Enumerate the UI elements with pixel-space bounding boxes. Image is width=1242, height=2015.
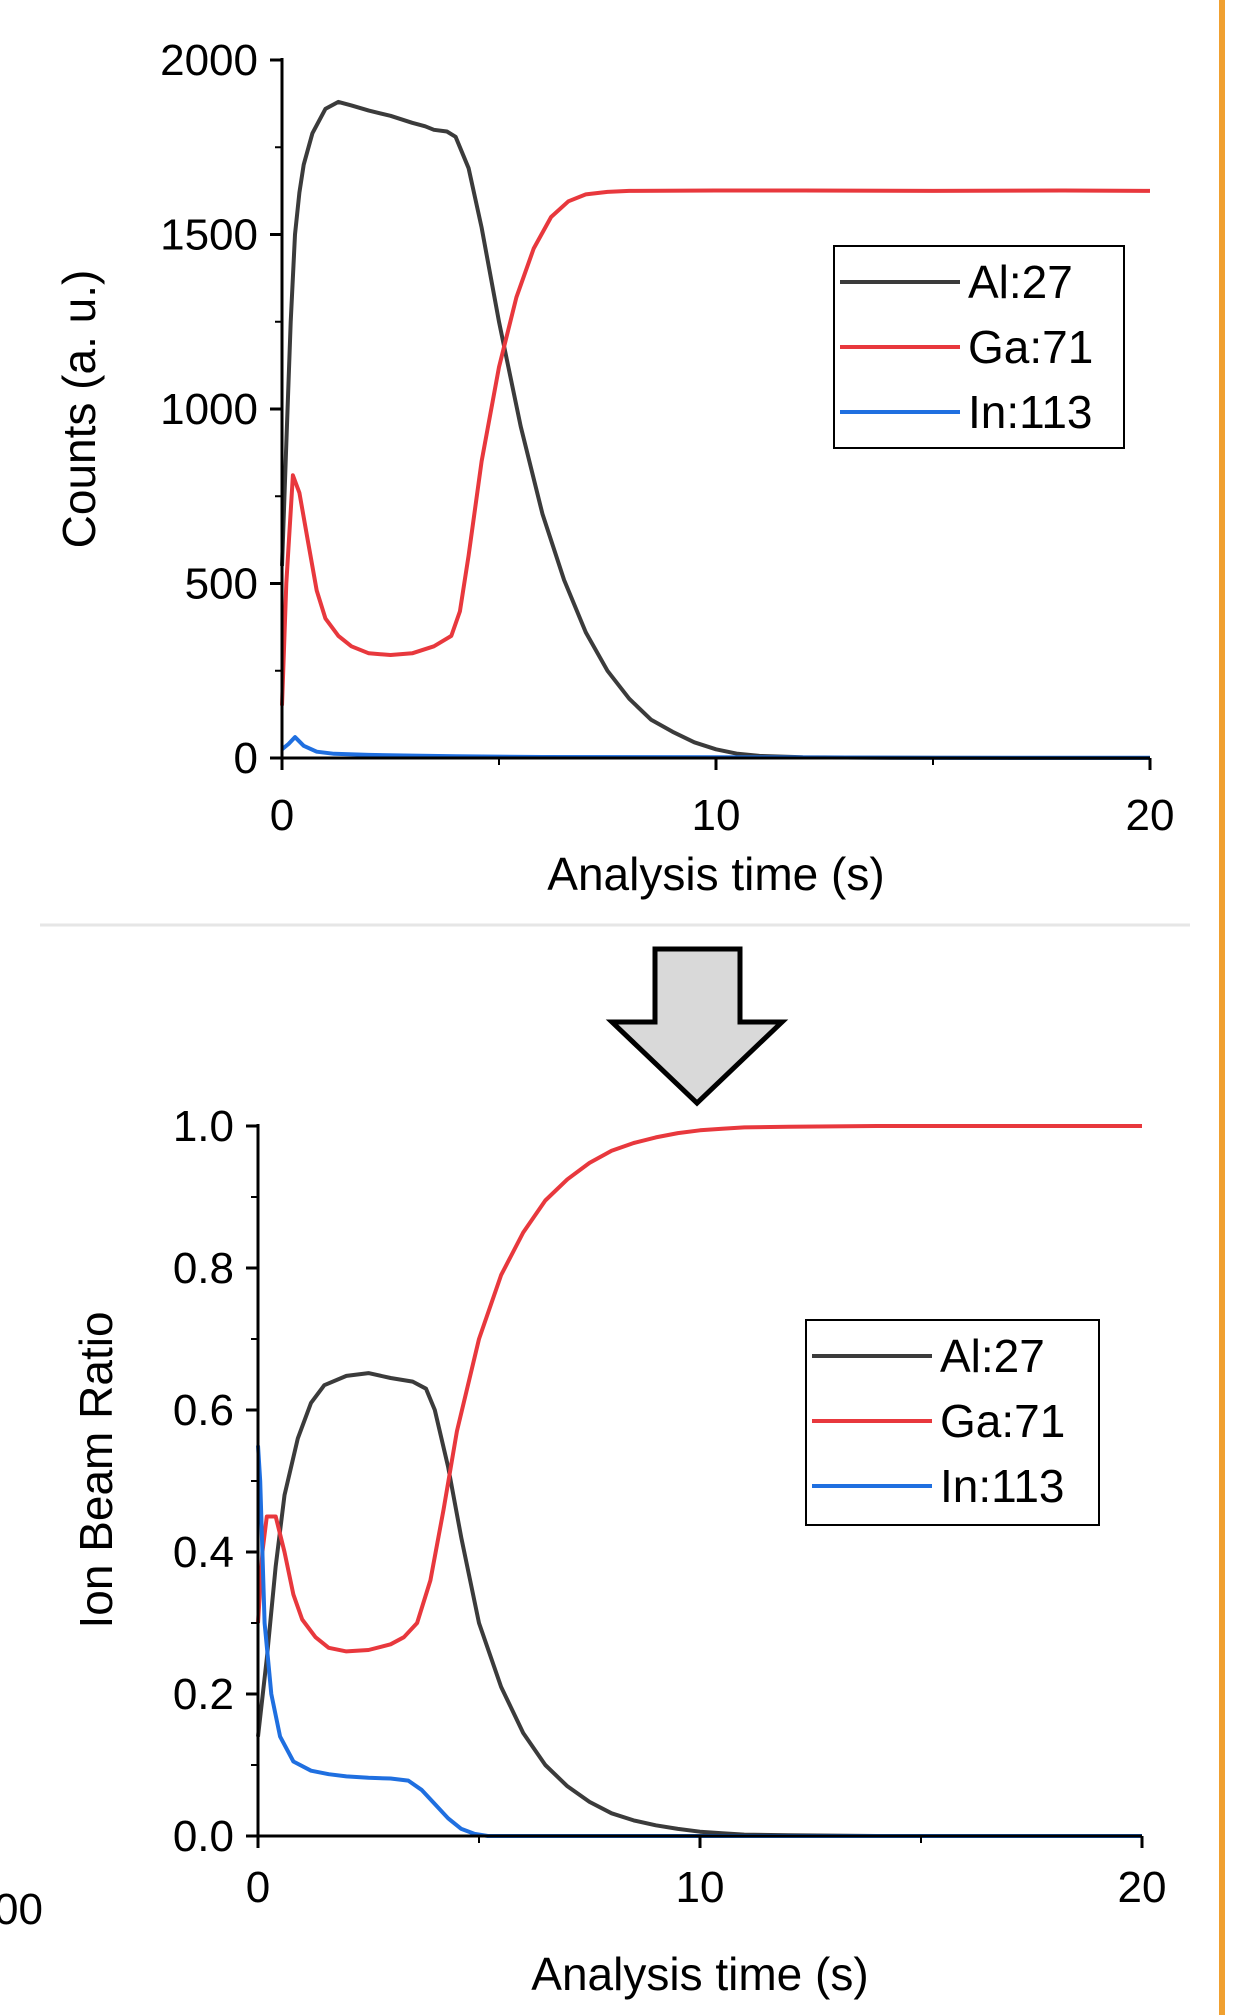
counts-axes: 0 500 1000 1500 2000 0 10 20 Analysis time (s) Co… — [53, 36, 1174, 900]
counts-legend-label-al-27: Al:27 — [968, 256, 1073, 308]
counts-series-al-27 — [280, 99, 1150, 760]
ratio-y-axis-title: Ion Beam Ratio — [70, 1311, 122, 1628]
counts-y-tick-label: 1500 — [160, 211, 258, 260]
counts-legend-label-in-113: In:113 — [968, 386, 1092, 438]
counts-y-tick-label: 500 — [185, 560, 258, 609]
ratio-y-tick-label: 0.0 — [173, 1812, 234, 1861]
ratio-chart: 0.0 0.2 0.4 0.6 0.8 1.0 0 10 20 Analysis time (s)… — [70, 1102, 1166, 2000]
ratio-x-tick-label: 0 — [246, 1863, 270, 1912]
counts-x-tick-label: 0 — [270, 791, 294, 840]
ratio-legend: Al:27 Ga:71 In:113 — [805, 1319, 1100, 1526]
counts-legend-label-ga-71: Ga:71 — [968, 321, 1093, 373]
ratio-y-tick-label: 1.0 — [173, 1102, 234, 1151]
ratio-series-ga-71 — [256, 1124, 1142, 1654]
ratio-y-tick-label: 0.2 — [173, 1670, 234, 1719]
ratio-y-tick-label: 0.8 — [173, 1244, 234, 1293]
counts-y-tick-label: 1000 — [160, 385, 258, 434]
counts-chart: 0 500 1000 1500 2000 0 10 20 Analysis time (s) Co… — [53, 36, 1174, 900]
ratio-x-axis-title: Analysis time (s) — [531, 1948, 868, 2000]
ratio-legend-label-in-113: In:113 — [940, 1460, 1064, 1512]
counts-x-tick-label: 20 — [1126, 791, 1175, 840]
ratio-x-tick-label: 20 — [1118, 1863, 1167, 1912]
ratio-legend-label-al-27: Al:27 — [940, 1330, 1045, 1382]
counts-x-tick-label: 10 — [692, 791, 741, 840]
counts-series-ga-71 — [280, 188, 1151, 706]
ratio-axes: 0.0 0.2 0.4 0.6 0.8 1.0 0 10 20 Analysis time (s)… — [70, 1102, 1166, 2000]
counts-y-axis-title: Counts (a. u.) — [53, 270, 105, 549]
orange-border — [1219, 0, 1225, 2015]
ratio-series-al-27 — [256, 1371, 1142, 1838]
counts-y-tick-label: 2000 — [160, 36, 258, 85]
counts-legend: Al:27 Ga:71 In:113 — [833, 245, 1125, 449]
counts-y-tick-label: 0 — [234, 734, 258, 783]
ratio-legend-label-ga-71: Ga:71 — [940, 1395, 1065, 1447]
ratio-y-tick-label: 0.6 — [173, 1386, 234, 1435]
ratio-y-tick-label: 0.4 — [173, 1528, 234, 1577]
down-arrow-icon — [605, 946, 789, 1107]
ratio-x-tick-label: 10 — [676, 1863, 725, 1912]
counts-x-axis-title: Analysis time (s) — [547, 848, 884, 900]
stray-label: 00 — [0, 1885, 43, 1934]
